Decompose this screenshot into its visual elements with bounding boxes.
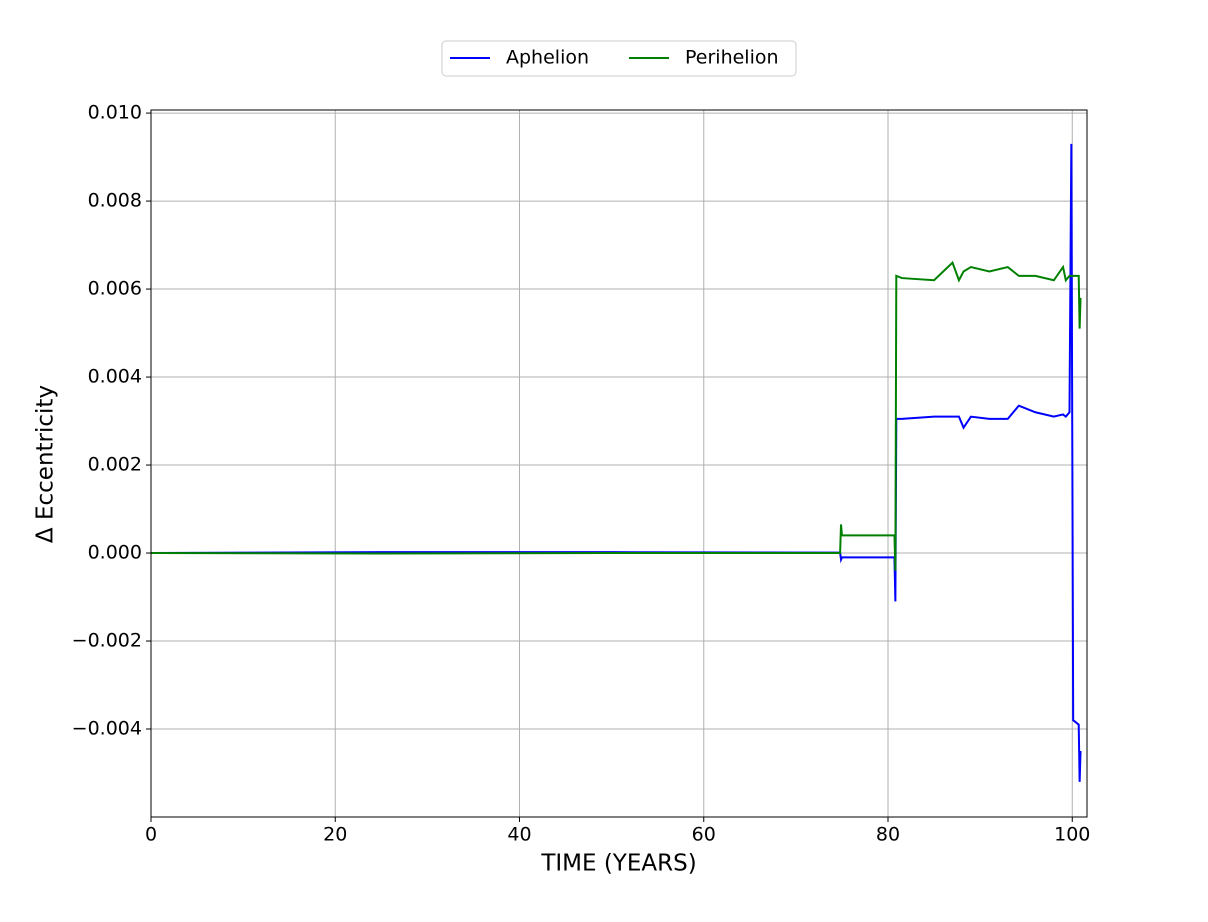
x-tick-label: 100 xyxy=(1054,824,1090,846)
legend-label: Perihelion xyxy=(685,47,779,69)
legend-label: Aphelion xyxy=(506,47,589,69)
y-tick-label: 0.006 xyxy=(88,278,142,300)
line-series xyxy=(150,143,1082,782)
x-tick-label: 40 xyxy=(507,824,531,846)
legend-box xyxy=(441,40,797,77)
y-tick-label: 0.002 xyxy=(88,454,142,476)
y-tick-label: −0.004 xyxy=(72,718,142,740)
y-tick-label: −0.002 xyxy=(72,630,142,652)
y-tick-label: 0.010 xyxy=(88,102,142,124)
plot-frame xyxy=(150,109,1088,818)
x-tick-label: 60 xyxy=(692,824,716,846)
x-axis-label: TIME (YEARS) xyxy=(540,851,696,877)
y-tick-label: 0.008 xyxy=(88,190,142,212)
x-tick-label: 0 xyxy=(145,824,157,846)
y-tick-label: 0.004 xyxy=(88,366,142,388)
y-tick-label: 0.000 xyxy=(88,542,142,564)
x-tick-label: 80 xyxy=(876,824,900,846)
x-tick-label: 20 xyxy=(323,824,347,846)
y-axis-label: Δ Eccentricity xyxy=(33,385,59,543)
line-series xyxy=(150,260,1082,571)
